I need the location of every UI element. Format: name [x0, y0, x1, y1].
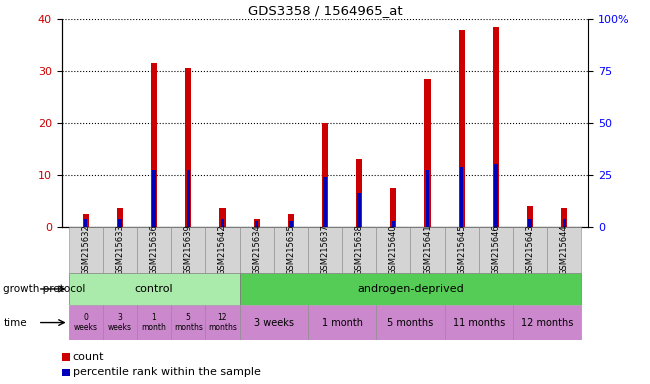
Text: 11 months: 11 months	[452, 318, 505, 328]
Text: growth protocol: growth protocol	[3, 284, 86, 294]
Text: 5
months: 5 months	[174, 313, 203, 332]
Text: 0
weeks: 0 weeks	[73, 313, 98, 332]
Bar	[528, 219, 532, 227]
Bar	[103, 305, 137, 340]
Bar	[493, 27, 499, 227]
Bar	[69, 227, 103, 273]
Bar	[103, 227, 137, 273]
Bar	[479, 227, 513, 273]
Text: GSM215643: GSM215643	[526, 224, 535, 275]
Bar	[424, 79, 431, 227]
Bar	[240, 305, 308, 340]
Bar	[274, 227, 308, 273]
Text: GSM215637: GSM215637	[320, 224, 330, 275]
Text: GSM215635: GSM215635	[286, 224, 295, 275]
Bar	[356, 159, 362, 227]
Bar	[513, 305, 581, 340]
Bar	[117, 209, 123, 227]
Bar	[527, 206, 533, 227]
Text: 1
month: 1 month	[142, 313, 166, 332]
Text: 12
months: 12 months	[208, 313, 237, 332]
Text: 3
weeks: 3 weeks	[108, 313, 132, 332]
Text: percentile rank within the sample: percentile rank within the sample	[73, 367, 261, 377]
Bar	[221, 219, 224, 227]
Bar	[308, 227, 342, 273]
Bar	[445, 227, 479, 273]
Text: GSM215646: GSM215646	[491, 224, 500, 275]
Text: GSM215639: GSM215639	[184, 224, 193, 275]
Bar	[84, 219, 87, 227]
Text: GSM215636: GSM215636	[150, 224, 159, 275]
Text: GSM215638: GSM215638	[355, 224, 364, 275]
Bar	[240, 273, 581, 305]
Bar	[118, 219, 122, 227]
Text: count: count	[73, 352, 104, 362]
Bar	[137, 305, 171, 340]
Bar	[513, 227, 547, 273]
Bar	[171, 227, 205, 273]
Text: androgen-deprived: androgen-deprived	[357, 284, 464, 294]
Bar	[445, 305, 513, 340]
Bar	[460, 167, 463, 227]
Text: 5 months: 5 months	[387, 318, 434, 328]
Bar	[547, 227, 581, 273]
Text: GSM215641: GSM215641	[423, 224, 432, 275]
Text: GSM215633: GSM215633	[115, 224, 124, 275]
Bar	[426, 170, 429, 227]
Bar	[69, 305, 103, 340]
Bar	[459, 30, 465, 227]
Bar	[392, 221, 395, 227]
Bar	[69, 273, 240, 305]
Bar	[323, 177, 327, 227]
Text: GSM215644: GSM215644	[560, 224, 569, 275]
Bar	[289, 221, 292, 227]
Bar	[358, 193, 361, 227]
Bar	[205, 227, 240, 273]
Text: GSM215634: GSM215634	[252, 224, 261, 275]
Bar	[342, 227, 376, 273]
Text: 3 weeks: 3 weeks	[254, 318, 294, 328]
Text: control: control	[135, 284, 174, 294]
Bar	[151, 63, 157, 227]
Text: GSM215632: GSM215632	[81, 224, 90, 275]
Bar	[561, 209, 567, 227]
Bar	[240, 227, 274, 273]
Bar	[322, 123, 328, 227]
Bar	[152, 170, 156, 227]
Bar	[219, 209, 226, 227]
Bar	[255, 221, 258, 227]
Bar	[205, 305, 240, 340]
Bar	[563, 219, 566, 227]
Bar	[187, 170, 190, 227]
Bar	[171, 305, 205, 340]
Text: GSM215645: GSM215645	[457, 224, 466, 275]
Bar	[376, 305, 445, 340]
Bar	[410, 227, 445, 273]
Text: GSM215642: GSM215642	[218, 224, 227, 275]
Bar	[83, 214, 89, 227]
Bar	[137, 227, 171, 273]
Bar	[288, 214, 294, 227]
Bar	[308, 305, 376, 340]
Text: GSM215640: GSM215640	[389, 224, 398, 275]
Text: 1 month: 1 month	[322, 318, 363, 328]
Bar	[390, 188, 396, 227]
Bar	[254, 219, 260, 227]
Text: 12 months: 12 months	[521, 318, 573, 328]
Text: time: time	[3, 318, 27, 328]
Bar	[376, 227, 410, 273]
Bar	[494, 164, 498, 227]
Bar	[185, 68, 191, 227]
Title: GDS3358 / 1564965_at: GDS3358 / 1564965_at	[248, 3, 402, 17]
